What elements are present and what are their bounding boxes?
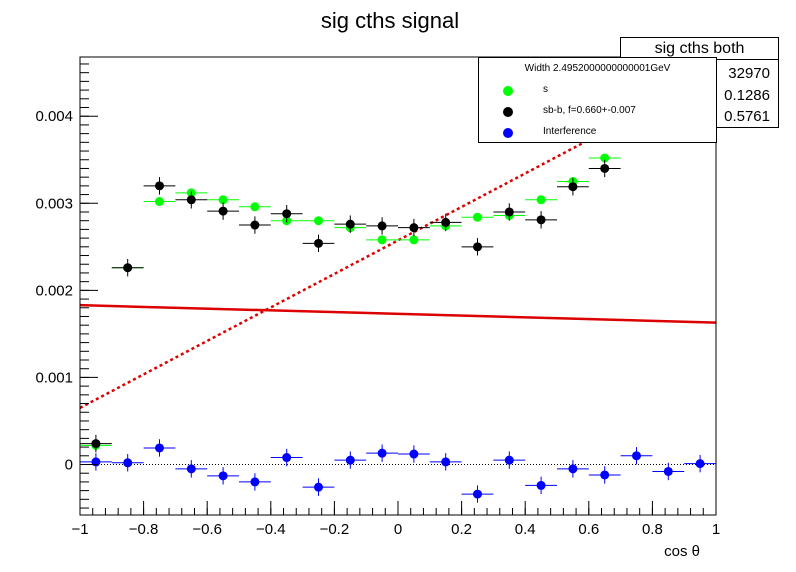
x-tick-label: −0.6 [192, 521, 222, 538]
legend-marker-icon [503, 107, 513, 117]
axes: −1 −0.8 −0.6 −0.4 −0.2 0 0.2 0.4 0.6 0.8 1 0 0.001 0.… [35, 56, 720, 538]
data-point-s [536, 195, 546, 205]
data-point-s [377, 235, 387, 245]
x-tick-label: −0.4 [256, 521, 286, 538]
legend-marker-icon [503, 86, 513, 96]
y-tick-label: 0.004 [35, 108, 73, 125]
data-point-interference [600, 470, 610, 480]
legend-header: Width 2.4952000000000001GeV [524, 63, 671, 74]
data-point-interference [91, 457, 101, 467]
data-point-interference [568, 464, 578, 474]
stats-value-2: 0.1286 [724, 87, 770, 104]
x-tick-label: −1 [71, 521, 88, 538]
data-point-sb-b [377, 221, 387, 231]
data-point-sb-b [568, 182, 578, 192]
data-point-sb-b [186, 195, 196, 205]
data-point-sb-b [218, 206, 228, 216]
data-points [80, 153, 716, 503]
data-point-sb-b [314, 238, 323, 248]
stats-value-3: 0.5761 [724, 108, 770, 125]
data-point-sb-b [536, 215, 546, 225]
x-tick-label: 1 [712, 521, 720, 538]
x-tick-label: −0.8 [129, 521, 159, 538]
data-point-sb-b [345, 219, 355, 229]
data-point-sb-b [409, 223, 419, 233]
data-point-sb-b [473, 242, 482, 252]
data-point-interference [663, 466, 673, 476]
legend: Width 2.4952000000000001GeV s sb-b, f=0.… [478, 57, 717, 143]
data-point-sb-b [282, 209, 292, 219]
fit-line-2 [79, 122, 622, 410]
data-point-s [155, 197, 164, 207]
y-tick-label: 0.002 [35, 282, 73, 299]
x-tick-label: 0.2 [451, 521, 472, 538]
data-point-s [218, 195, 228, 205]
data-point-interference [632, 451, 641, 461]
x-tick-label: 0 [394, 521, 402, 538]
legend-label: sb-b, f=0.660+-0.007 [543, 105, 636, 116]
data-point-interference [123, 458, 133, 468]
data-point-sb-b [600, 163, 610, 173]
data-point-interference [345, 455, 355, 465]
data-point-interference [409, 449, 419, 459]
data-point-s [409, 235, 419, 245]
data-point-s [314, 216, 323, 226]
data-point-interference [282, 453, 292, 463]
stats-value-1: 32970 [728, 65, 770, 82]
data-point-sb-b [123, 263, 133, 273]
legend-label: Interference [543, 126, 597, 137]
stats-box: 32970 0.1286 0.5761 [715, 59, 779, 128]
data-point-interference [695, 459, 705, 469]
data-point-sb-b [91, 439, 101, 449]
data-point-interference [218, 471, 228, 481]
x-tick-label: −0.2 [320, 521, 350, 538]
fit-lines [79, 122, 717, 465]
x-tick-label: 0.6 [578, 521, 599, 538]
data-point-interference [250, 477, 260, 487]
data-point-sb-b [155, 181, 164, 191]
data-point-s [250, 202, 260, 212]
data-point-interference [441, 457, 451, 467]
data-point-interference [536, 480, 546, 490]
data-point-interference [186, 464, 196, 474]
data-point-interference [473, 489, 482, 499]
data-point-sb-b [441, 217, 451, 227]
data-point-interference [504, 455, 514, 465]
y-tick-label: 0.003 [35, 195, 73, 212]
x-tick-label: 0.4 [515, 521, 536, 538]
data-point-s [473, 212, 482, 222]
data-point-s [600, 153, 610, 163]
data-point-interference [314, 482, 323, 492]
x-axis-title: cos θ [664, 543, 700, 560]
legend-label: s [543, 84, 548, 95]
chart-title: sig cths signal [321, 8, 459, 33]
y-tick-label: 0.001 [35, 369, 73, 386]
x-tick-label: 0.8 [642, 521, 663, 538]
y-tick-label: 0 [65, 456, 73, 473]
fit-line-1 [79, 303, 717, 324]
data-point-interference [377, 448, 387, 458]
legend-marker-icon [503, 128, 513, 138]
data-point-sb-b [250, 220, 260, 230]
data-point-sb-b [504, 207, 514, 217]
data-point-interference [155, 443, 164, 453]
